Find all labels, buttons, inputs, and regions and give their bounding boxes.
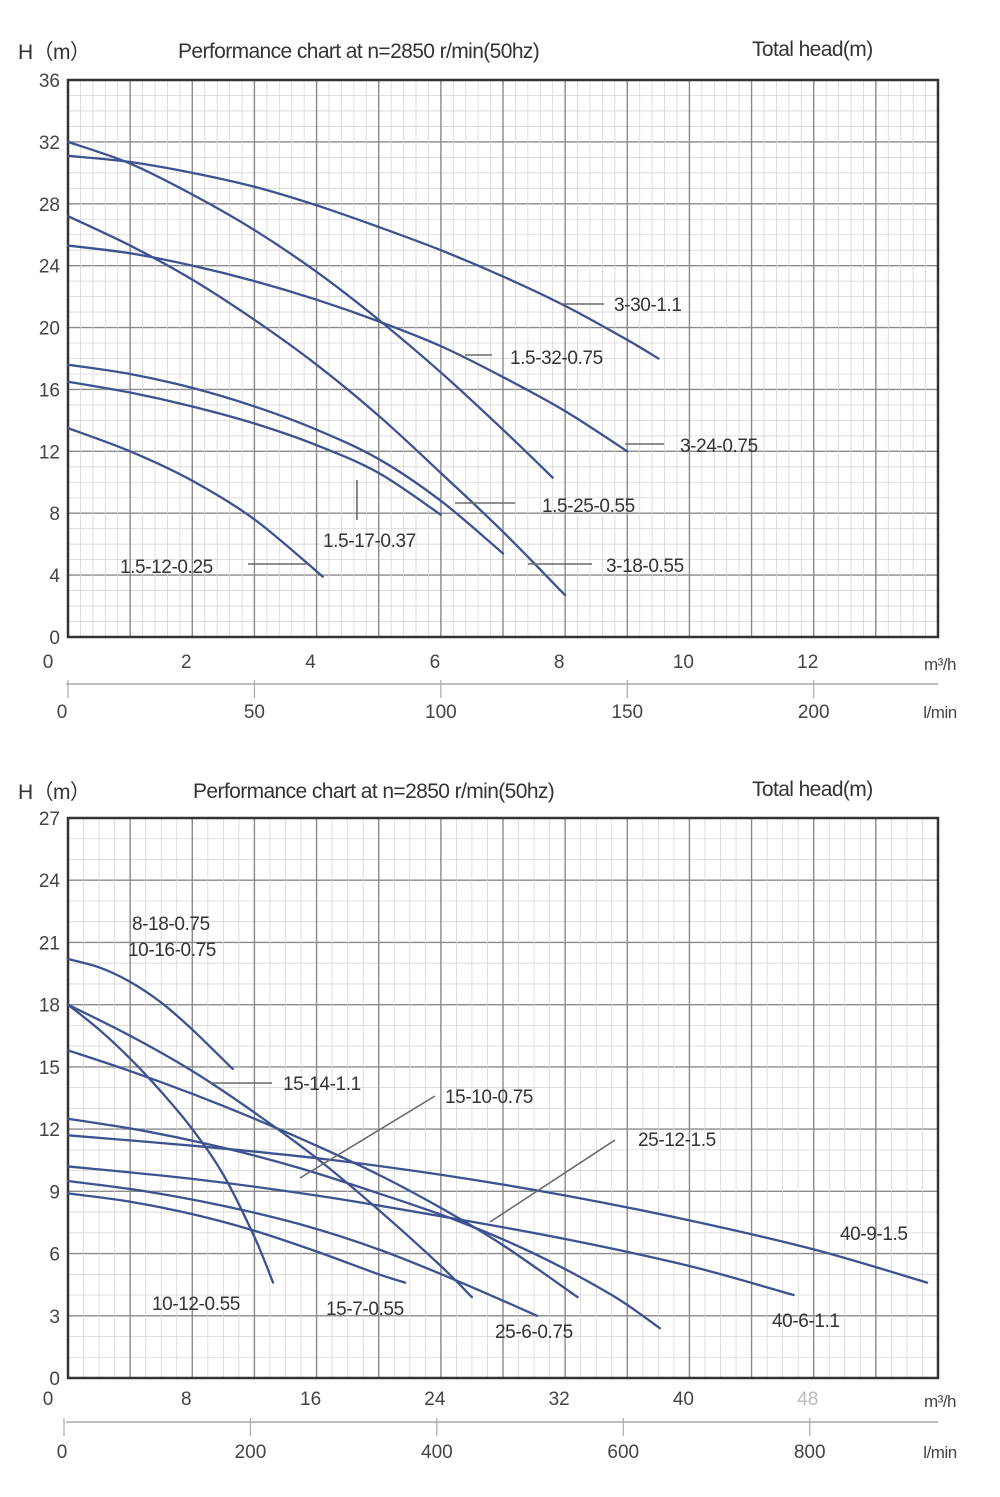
curve-label: 15-10-0.75 [445, 1087, 533, 1108]
y-tick-label: 18 [39, 996, 60, 1017]
y-tick-label: 9 [49, 1182, 60, 1203]
curve-label: 3-30-1.1 [614, 295, 682, 316]
curve-label: 3-18-0.55 [606, 556, 684, 577]
x-axis-unit-m3h: m³/h [924, 1392, 956, 1411]
y-tick-label: 12 [39, 1120, 60, 1141]
curve-label: 10-16-0.75 [128, 940, 216, 961]
y-tick-label: 20 [39, 319, 60, 340]
x-tick-label: 32 [549, 1389, 570, 1410]
chart-title: Performance chart at n=2850 r/min(50hz) [193, 780, 555, 803]
y-tick-label: 28 [39, 195, 60, 216]
curve-label: 1.5-12-0.25 [120, 557, 213, 578]
plot-frame [66, 78, 940, 639]
curve-label: 3-24-0.75 [680, 436, 758, 457]
curve-3-18-0.55 [66, 215, 567, 597]
curve-25-6-0.75 [66, 1179, 539, 1317]
curve-label: 40-9-1.5 [840, 1224, 908, 1245]
performance-chart-2: H（m） Performance chart at n=2850 r/min(5… [0, 740, 1000, 1497]
y-tick-label: 6 [49, 1245, 60, 1266]
curve-label: 1.5-17-0.37 [323, 531, 416, 552]
total-head-label: Total head(m) [752, 778, 873, 801]
curve-1.5-12-0.25 [66, 426, 324, 578]
curve-label: 25-12-1.5 [638, 1130, 716, 1151]
x-tick-label: 8 [181, 1389, 192, 1410]
y-tick-label: 21 [39, 933, 60, 954]
x-axis-unit-lmin: l/min [923, 1443, 956, 1462]
y-tick-label: 0 [49, 1369, 60, 1390]
x2-tick-label: 150 [611, 702, 643, 723]
y-tick-label: 12 [39, 442, 60, 463]
chart-2-svg: 0 3 6 9 12 15 18 21 24 27 0 8 16 24 32 40 48 m³/h 0 200 400 6… [39, 809, 957, 1463]
x-tick-label: 16 [300, 1389, 321, 1410]
x-tick-label: 24 [424, 1389, 446, 1410]
x2-tick-label: 0 [57, 1442, 68, 1463]
curve-25-12-1.5 [66, 1117, 662, 1330]
curve-40-9-1.5 [66, 1134, 929, 1284]
x2-tick-label: 200 [798, 702, 830, 723]
curve-10-12-0.55 [66, 1003, 275, 1284]
x2-tick-label: 600 [607, 1442, 639, 1463]
x-tick-label: 6 [430, 652, 441, 673]
curve-3-30-1.1 [66, 154, 660, 360]
curve-1.5-25-0.55 [66, 363, 505, 555]
curve-1.5-17-0.37 [66, 380, 443, 516]
y-tick-label: 27 [39, 809, 60, 830]
x-axis-unit-lmin: l/min [923, 703, 956, 722]
performance-chart-1: H（m） Performance chart at n=2850 r/min(5… [0, 0, 1000, 740]
y-tick-label: 0 [49, 628, 60, 649]
x-axis-unit-m3h: m³/h [924, 655, 956, 674]
y-tick-label: 15 [39, 1058, 60, 1079]
x-tick-label: 2 [181, 652, 192, 673]
plot-frame [66, 816, 940, 1380]
curve-15-14-1.1 [66, 1003, 474, 1299]
y-tick-label: 36 [39, 71, 60, 92]
x2-tick-label: 800 [794, 1442, 826, 1463]
curve-label: 40-6-1.1 [772, 1311, 840, 1332]
y-tick-label: 24 [39, 871, 61, 892]
curve-40-6-1.1 [66, 1165, 795, 1297]
y-tick-label: 24 [39, 257, 61, 278]
curve-1.5-32-0.75 [66, 140, 554, 479]
x2-tick-label: 100 [425, 702, 457, 723]
curve-label: 10-12-0.55 [152, 1294, 240, 1315]
x-tick-label: 48 [797, 1389, 818, 1410]
curve-15-7-0.55 [66, 1192, 407, 1284]
x-tick-label: 10 [673, 652, 694, 673]
x-tick-label: 0 [43, 652, 54, 673]
curve-label: 25-6-0.75 [495, 1322, 573, 1343]
y-tick-label: 4 [49, 566, 60, 587]
y-tick-label: 8 [49, 504, 60, 525]
y-tick-label: 32 [39, 133, 60, 154]
y-axis-unit-label: H（m） [18, 781, 91, 804]
curve-label: 1.5-25-0.55 [542, 496, 635, 517]
x-tick-label: 0 [43, 1389, 54, 1410]
annotation-leader-line [299, 1095, 436, 1179]
curve-3-24-0.75 [66, 244, 629, 453]
annotation-leader-line [489, 1139, 616, 1223]
curve-label: 8-18-0.75 [132, 914, 210, 935]
curve-label: 15-7-0.55 [326, 1299, 404, 1320]
x-tick-label: 12 [797, 652, 818, 673]
x2-tick-label: 200 [235, 1442, 267, 1463]
curve-label: 1.5-32-0.75 [510, 348, 603, 369]
x-tick-label: 40 [673, 1389, 694, 1410]
x2-tick-label: 0 [57, 702, 68, 723]
curve-15-10-0.75 [66, 1049, 579, 1299]
curve-8-18-0.75-10-16-0.75 [66, 957, 234, 1071]
curve-label: 15-14-1.1 [283, 1074, 361, 1095]
chart-title: Performance chart at n=2850 r/min(50hz) [178, 40, 540, 63]
y-tick-label: 3 [49, 1307, 60, 1328]
x-tick-label: 4 [305, 652, 316, 673]
y-axis-unit-label: H（m） [18, 41, 91, 64]
total-head-label: Total head(m) [752, 38, 873, 61]
x2-tick-label: 50 [244, 702, 265, 723]
x-tick-label: 8 [554, 652, 565, 673]
y-tick-label: 16 [39, 380, 60, 401]
x2-tick-label: 400 [421, 1442, 453, 1463]
